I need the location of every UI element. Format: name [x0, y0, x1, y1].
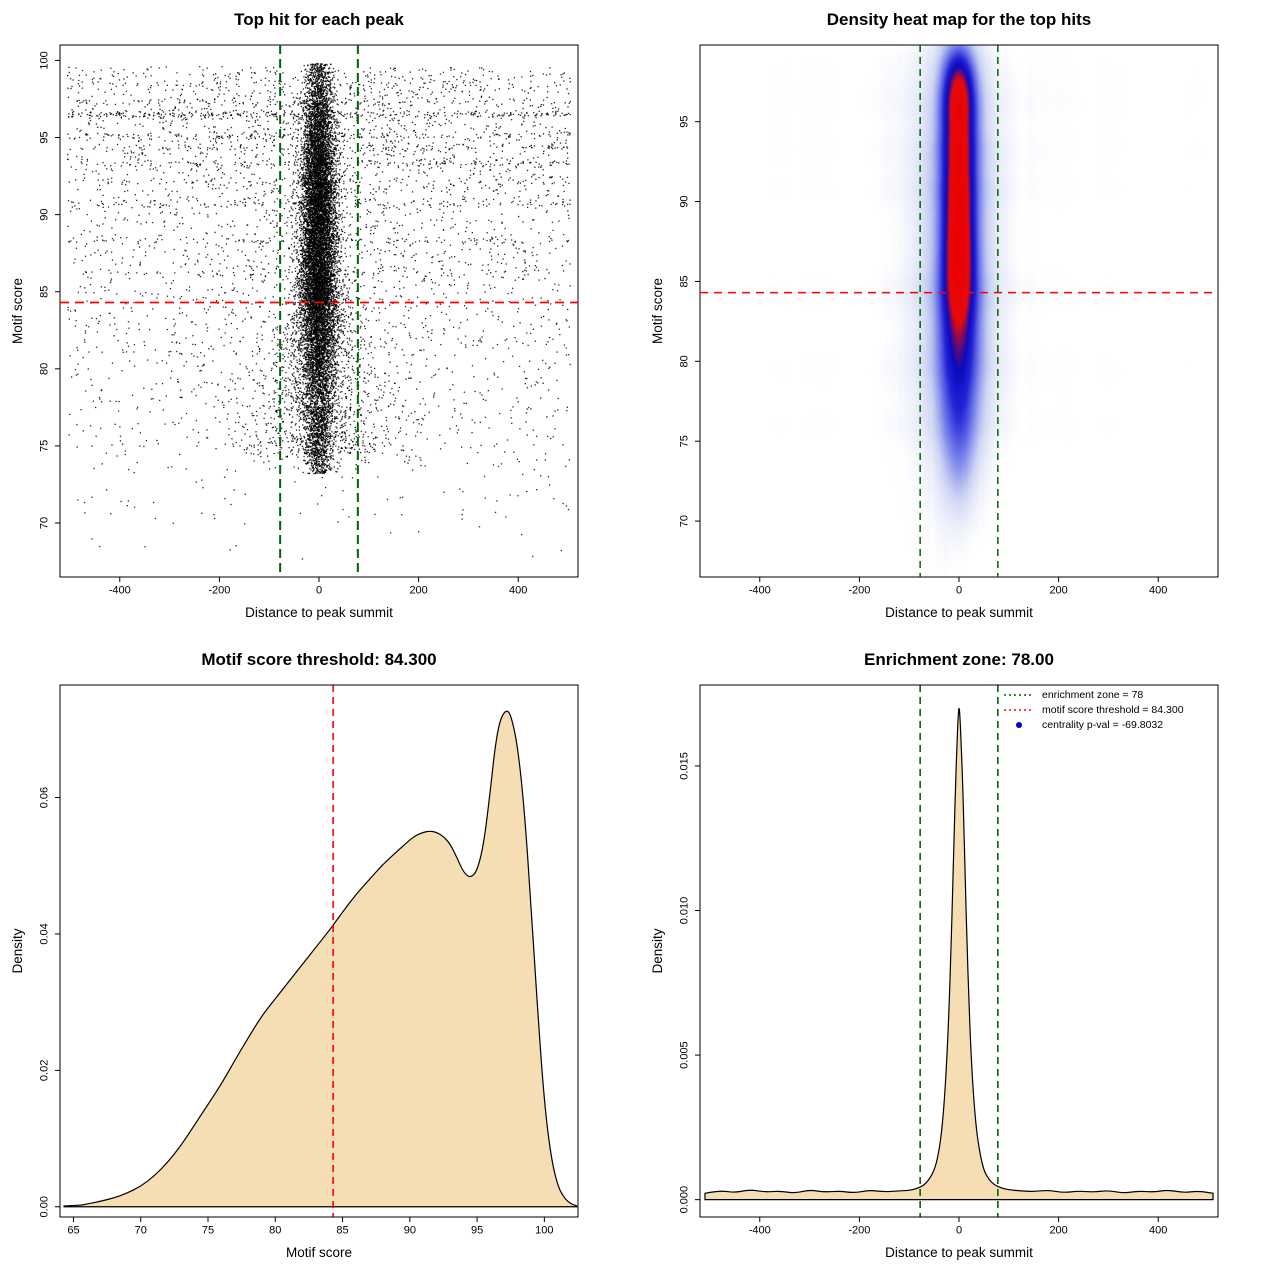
position-density-canvas: [640, 640, 1280, 1280]
panel-motif-score-density: Motif score threshold: 84.300: [0, 640, 640, 1280]
enrichment-zone-title: Enrichment zone: 78.00: [864, 650, 1054, 669]
scatter-title: Top hit for each peak: [234, 10, 404, 29]
panel-enrichment-zone-density: Enrichment zone: 78.00: [640, 640, 1280, 1280]
panel-density-heatmap: Density heat map for the top hits: [640, 0, 1280, 640]
scatter-canvas: [0, 0, 640, 640]
score-density-canvas: [0, 640, 640, 1280]
score-density-title: Motif score threshold: 84.300: [201, 650, 437, 669]
panel-top-hit-scatter: Top hit for each peak: [0, 0, 640, 640]
heatmap-title: Density heat map for the top hits: [826, 10, 1092, 29]
heatmap-canvas: [640, 0, 1280, 640]
